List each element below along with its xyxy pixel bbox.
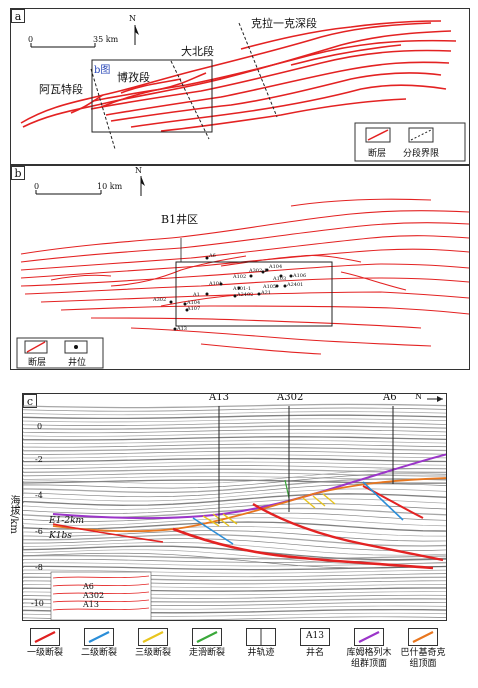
legend-swatch-4: [246, 628, 276, 646]
well-a104: A104: [269, 264, 283, 270]
legend-label-1: 二级断裂: [80, 648, 117, 658]
inset-well-a6: A6: [83, 582, 94, 591]
ytick-10: -10: [31, 599, 44, 608]
legend-b-fault: 断层: [28, 358, 47, 368]
scale-value-a: 35 km: [93, 35, 119, 44]
scale-value-b: 10 km: [97, 182, 123, 191]
legend-label-3: 走滑断裂: [188, 648, 225, 658]
legend-label-4: 井轨迹: [247, 648, 275, 658]
panel-b-tag: b: [11, 166, 25, 180]
legend-item-6: 库姆格列木组群顶面: [346, 628, 392, 670]
y-axis-label: 海拔/km: [8, 495, 19, 534]
north-label-b: N: [135, 166, 142, 175]
segment-bozi: 博孜段: [117, 71, 150, 84]
well-a302-1: A302-1: [249, 268, 268, 274]
legend-item-1: 二级断裂: [76, 628, 122, 659]
well-a104-b: A104: [187, 300, 201, 306]
legend-swatch-7: [408, 628, 438, 646]
legend-item-7: 巴什基奇克组顶面: [400, 628, 446, 670]
scale-zero-b: 0: [34, 182, 40, 191]
ytick-2: -2: [35, 455, 43, 464]
well-a21: A21: [261, 290, 271, 296]
inset-b-label: b图: [94, 65, 111, 76]
well-a103: A103: [273, 276, 287, 282]
legend-item-0: 一级断裂: [22, 628, 68, 659]
inset-well-a302: A302: [83, 591, 105, 600]
well-name-a13: A13: [209, 393, 229, 403]
well-a101: A101: [209, 281, 223, 287]
legend-swatch-1: [84, 628, 114, 646]
ytick-4: -4: [35, 491, 43, 500]
panel-b-faults: [16, 176, 469, 369]
well-a106: A106: [293, 273, 307, 279]
legend-label-7: 巴什基奇克组顶面: [400, 648, 446, 669]
well-a1: A1: [193, 292, 200, 298]
strat-top-label: E1-2km: [49, 516, 85, 526]
legend-swatch-6: [354, 628, 384, 646]
legend-a-fault: 断层: [368, 149, 387, 159]
inset-well-a13: A13: [83, 600, 99, 609]
well-a101-1: A101-1: [233, 286, 252, 292]
segment-kela: 克拉一克深段: [251, 17, 317, 30]
legend-item-3: 走滑断裂: [184, 628, 230, 659]
well-a102: A102: [233, 274, 247, 280]
seismic-reflections: [23, 396, 446, 620]
legend-a-boundary: 分段界限: [403, 149, 440, 159]
well-a107: A107: [187, 306, 201, 312]
panel-a-faults: [20, 20, 466, 162]
panel-c-tag: c: [23, 394, 37, 408]
panel-a-tag: a: [11, 9, 25, 23]
legend-label-6: 库姆格列木组群顶面: [346, 648, 392, 669]
ytick-8: -8: [35, 563, 43, 572]
well-a302: A302: [153, 297, 167, 303]
ytick-6: -6: [35, 527, 43, 536]
well-name-a302: A302: [277, 393, 304, 403]
panel-a-map: a: [10, 8, 470, 165]
panel-c-seismic-section: c N A13 A302 A6 0 -2 -4 -6 -8 -10 E1-2km…: [22, 393, 447, 621]
legend-swatch-2: [138, 628, 168, 646]
north-label-a: N: [129, 14, 136, 23]
legend-swatch-0: [30, 628, 60, 646]
legend-label-5: 井名: [305, 648, 324, 658]
north-label-c: N: [415, 393, 422, 401]
well-a13: A13: [177, 326, 187, 332]
area-label-b1: B1井区: [161, 213, 199, 226]
north-arrow-icon-b: [140, 176, 145, 196]
segment-awate: 阿瓦特段: [39, 83, 83, 96]
segment-dabei: 大北段: [181, 45, 214, 58]
well-name-a6: A6: [383, 393, 397, 403]
legend-swatch-5: A13: [300, 628, 330, 646]
legend-label-0: 一级断裂: [26, 648, 63, 658]
legend-label-2: 三级断裂: [134, 648, 171, 658]
legend-b-well: 井位: [68, 358, 87, 368]
scale-zero-a: 0: [28, 35, 34, 44]
legend-bottom: 一级断裂 二级断裂 三级断裂 走滑断裂 井轨迹 A13 井名 库姆格列木组群顶面 巴什基奇克组顶…: [22, 628, 458, 686]
legend-swatch-3: [192, 628, 222, 646]
north-arrow-icon: [134, 25, 139, 45]
panel-b-map: b: [10, 165, 470, 370]
legend-item-5: A13 井名: [292, 628, 338, 659]
well-a105: A105: [263, 284, 277, 290]
well-a2402: A2402: [237, 292, 254, 298]
ytick-0: 0: [37, 422, 43, 431]
legend-item-2: 三级断裂: [130, 628, 176, 659]
legend-item-4: 井轨迹: [238, 628, 284, 659]
strat-bottom-label: K1bs: [49, 531, 72, 541]
well-a2401: A2401: [287, 282, 304, 288]
well-a6: A6: [209, 253, 216, 259]
